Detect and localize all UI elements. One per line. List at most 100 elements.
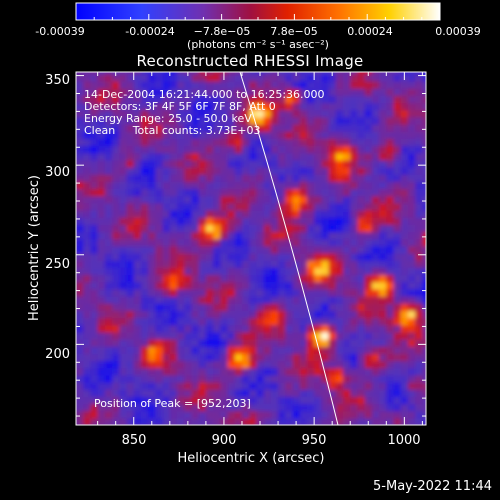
heatmap-cell — [126, 288, 135, 297]
heatmap-cell — [386, 296, 395, 304]
heatmap-cell — [306, 410, 315, 419]
heatmap-cell — [198, 346, 207, 354]
heatmap-cell — [422, 410, 426, 419]
heatmap-cell — [119, 102, 128, 111]
heatmap-cell — [198, 224, 207, 233]
heatmap-cell — [350, 403, 358, 412]
heatmap-cell — [422, 353, 426, 362]
heatmap-cell — [191, 131, 200, 139]
heatmap-cell — [83, 396, 91, 405]
heatmap-cell — [205, 167, 214, 175]
heatmap-cell — [256, 181, 265, 190]
heatmap-cell — [162, 245, 171, 254]
heatmap-cell — [220, 159, 229, 168]
heatmap-cell — [83, 95, 91, 104]
heatmap-cell — [198, 81, 207, 89]
heatmap-cell — [393, 81, 402, 89]
heatmap-cell — [191, 217, 200, 225]
heatmap-cell — [321, 231, 330, 240]
heatmap-cell — [270, 245, 279, 254]
heatmap-cell — [400, 174, 409, 182]
heatmap-cell — [386, 138, 395, 147]
heatmap-cell — [278, 167, 286, 175]
heatmap-cell — [314, 317, 322, 326]
heatmap-cell — [177, 72, 185, 75]
heatmap-cell — [371, 95, 380, 104]
heatmap-cell — [263, 324, 272, 333]
heatmap-cell — [148, 260, 156, 268]
heatmap-cell — [140, 296, 149, 304]
heatmap-cell — [314, 310, 322, 319]
heatmap-cell — [112, 202, 120, 211]
heatmap-cell — [415, 374, 423, 383]
heatmap-cell — [299, 202, 308, 211]
heatmap-cell — [314, 367, 322, 376]
heatmap-cell — [198, 353, 207, 362]
heatmap-cell — [321, 167, 330, 175]
heatmap-cell — [270, 188, 279, 197]
heatmap-cell — [256, 116, 265, 125]
heatmap-cell — [306, 296, 315, 304]
heatmap-cell — [97, 174, 106, 182]
heatmap-cell — [104, 274, 113, 283]
heatmap-cell — [415, 81, 423, 89]
heatmap-cell — [242, 181, 250, 190]
heatmap-cell — [198, 360, 207, 369]
heatmap-cell — [162, 102, 171, 111]
heatmap-cell — [198, 159, 207, 168]
heatmap-cell — [227, 217, 236, 225]
heatmap-cell — [90, 102, 99, 111]
heatmap-cell — [112, 245, 120, 254]
heatmap-cell — [126, 131, 135, 139]
heatmap-cell — [104, 167, 113, 175]
heatmap-cell — [364, 131, 373, 139]
heatmap-cell — [256, 281, 265, 290]
heatmap-cell — [119, 72, 128, 75]
heatmap-cell — [292, 346, 301, 354]
heatmap-cell — [83, 339, 91, 347]
heatmap-cell — [242, 331, 250, 340]
heatmap-cell — [393, 317, 402, 326]
heatmap-cell — [119, 396, 128, 405]
heatmap-cell — [285, 331, 294, 340]
heatmap-cell — [242, 72, 250, 75]
heatmap-cell — [169, 281, 178, 290]
heatmap-cell — [133, 274, 142, 283]
heatmap-cell — [422, 324, 426, 333]
heatmap-cell — [97, 389, 106, 397]
heatmap-cell — [220, 267, 229, 276]
heatmap-cell — [90, 267, 99, 276]
heatmap-cell — [126, 195, 135, 204]
heatmap-cell — [422, 167, 426, 175]
heatmap-cell — [422, 131, 426, 139]
heatmap-cell — [184, 159, 192, 168]
heatmap-cell — [415, 360, 423, 369]
heatmap-cell — [177, 417, 185, 425]
heatmap-cell — [177, 167, 185, 175]
heatmap-cell — [256, 403, 265, 412]
heatmap-cell — [198, 109, 207, 118]
heatmap-cell — [263, 195, 272, 204]
heatmap-cell — [191, 288, 200, 297]
heatmap-cell — [422, 245, 426, 254]
heatmap-cell — [343, 152, 351, 161]
heatmap-cell — [133, 124, 142, 132]
heatmap-cell — [393, 152, 402, 161]
heatmap-cell — [299, 231, 308, 240]
heatmap-cell — [90, 73, 99, 82]
heatmap-cell — [104, 346, 113, 354]
heatmap-cell — [278, 102, 286, 111]
heatmap-cell — [343, 389, 351, 397]
heatmap-cell — [249, 131, 257, 139]
heatmap-cell — [104, 81, 113, 89]
heatmap-cell — [285, 288, 294, 297]
heatmap-cell — [263, 360, 272, 369]
heatmap-cell — [213, 72, 221, 75]
heatmap-cell — [350, 152, 358, 161]
heatmap-cell — [133, 374, 142, 383]
heatmap-cell — [162, 396, 171, 405]
heatmap-cell — [335, 403, 344, 412]
heatmap-cell — [379, 109, 387, 118]
heatmap-cell — [335, 138, 344, 147]
heatmap-cell — [256, 331, 265, 340]
